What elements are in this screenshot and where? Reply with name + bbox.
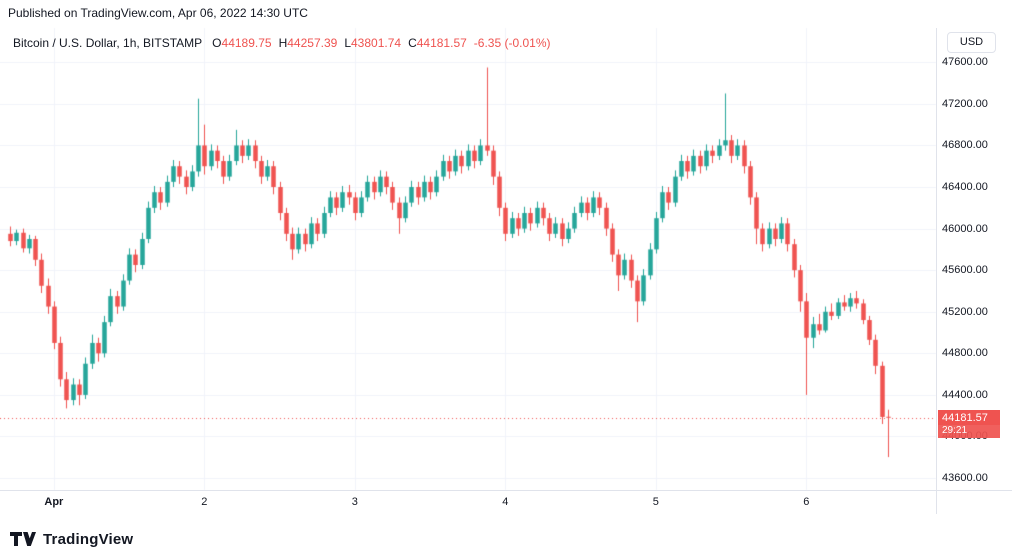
time-tick-label: 4 xyxy=(502,496,509,508)
time-scale-separator xyxy=(0,490,1012,491)
price-tick-label: 46800.00 xyxy=(942,139,988,152)
time-tick-label: 5 xyxy=(652,496,659,508)
time-tick-label: 6 xyxy=(803,496,810,508)
last-price-value: 44181.57 xyxy=(938,409,1000,425)
change-value: -6.35 (-0.01%) xyxy=(473,36,551,50)
price-tick-label: 45600.00 xyxy=(942,264,988,277)
tradingview-logo xyxy=(10,532,36,546)
price-scale-separator xyxy=(936,28,937,514)
time-tick-label: Apr xyxy=(44,496,64,508)
time-tick-label: 2 xyxy=(201,496,208,508)
ohlc-item: C44181.57 xyxy=(408,36,467,50)
ohlc-item: O44189.75 xyxy=(212,36,272,50)
published-text: Published on TradingView.com, Apr 06, 20… xyxy=(8,6,308,20)
time-tick-label: 3 xyxy=(351,496,358,508)
currency-button[interactable]: USD xyxy=(947,32,996,53)
price-tick-label: 47600.00 xyxy=(942,56,988,69)
ohlc-item: H44257.39 xyxy=(278,36,338,50)
price-tick-label: 47200.00 xyxy=(942,97,988,110)
brand-name: TradingView xyxy=(43,530,134,548)
price-tick-label: 43600.00 xyxy=(942,472,988,485)
ohlc-item: L43801.74 xyxy=(344,36,402,50)
symbol-legend: Bitcoin / U.S. Dollar, 1h, BITSTAMP O4418… xyxy=(13,36,551,50)
ohlc-values: O44189.75 H44257.39 L43801.74 C44181.57 xyxy=(212,36,474,50)
bar-countdown: 29:21 xyxy=(938,424,1000,438)
price-tick-label: 46400.00 xyxy=(942,181,988,194)
price-tick-label: 44400.00 xyxy=(942,388,988,401)
price-tick-label: 44800.00 xyxy=(942,347,988,360)
last-price-label: 44181.57 29:21 xyxy=(938,409,1000,438)
symbol-title: Bitcoin / U.S. Dollar, 1h, BITSTAMP xyxy=(13,36,203,50)
tradingview-attribution[interactable]: TradingView xyxy=(10,529,133,549)
time-scale[interactable]: Apr 2 3 4 5 6 xyxy=(0,493,936,513)
price-tick-label: 45200.00 xyxy=(942,305,988,318)
price-scale[interactable]: 44181.57 29:21 47600.00 47200.00 46800.00 4… xyxy=(937,28,1012,490)
price-tick-label: 46000.00 xyxy=(942,222,988,235)
